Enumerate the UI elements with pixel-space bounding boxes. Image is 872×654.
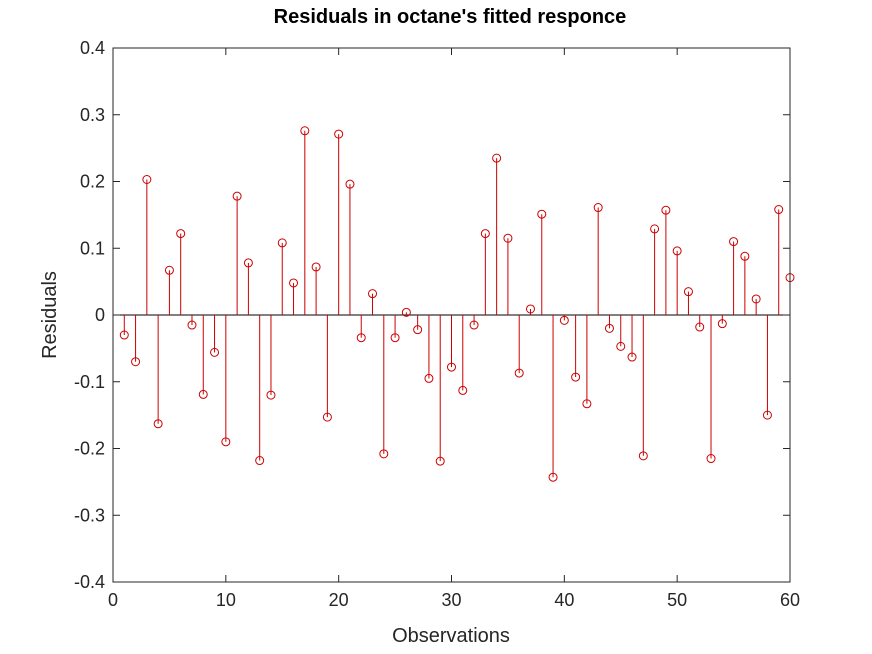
y-tick-label: 0.3 bbox=[80, 105, 105, 125]
stem-marker bbox=[503, 233, 513, 243]
stem-marker bbox=[289, 278, 299, 288]
stem-marker bbox=[604, 323, 614, 333]
stem-marker bbox=[311, 262, 321, 272]
y-tick-label: 0.1 bbox=[80, 238, 105, 258]
stem-marker bbox=[176, 229, 186, 239]
stem-marker bbox=[164, 265, 174, 275]
y-tick-label: 0.4 bbox=[80, 38, 105, 58]
chart-title: Residuals in octane's fitted responce bbox=[274, 6, 627, 28]
stem-marker bbox=[413, 325, 423, 335]
y-tick-label: -0.3 bbox=[74, 505, 105, 525]
stem-marker bbox=[638, 451, 648, 461]
y-tick-label: -0.4 bbox=[74, 572, 105, 592]
stem-marker bbox=[458, 385, 468, 395]
x-axis-label: Observations bbox=[392, 625, 510, 647]
stem-series bbox=[113, 126, 795, 482]
y-tick-label: -0.2 bbox=[74, 439, 105, 459]
stem-marker bbox=[277, 238, 287, 248]
stem-marker bbox=[559, 315, 569, 325]
stem-marker bbox=[345, 179, 355, 189]
stem-marker bbox=[131, 357, 141, 367]
stem-marker bbox=[142, 174, 152, 184]
stem-marker bbox=[751, 294, 761, 304]
stem-marker bbox=[198, 389, 208, 399]
stem-marker bbox=[356, 333, 366, 343]
stem-marker bbox=[717, 319, 727, 329]
stem-marker bbox=[322, 412, 332, 422]
stem-marker bbox=[492, 153, 502, 163]
stem-marker bbox=[683, 287, 693, 297]
stem-marker bbox=[729, 237, 739, 247]
y-axis-label: Residuals bbox=[39, 271, 61, 359]
stem-marker bbox=[672, 246, 682, 256]
stem-marker bbox=[435, 456, 445, 466]
stem-marker bbox=[582, 399, 592, 409]
y-tick-label: 0 bbox=[95, 305, 105, 325]
stem-marker bbox=[706, 454, 716, 464]
stem-marker bbox=[627, 352, 637, 362]
stem-marker bbox=[153, 419, 163, 429]
stem-marker bbox=[119, 330, 129, 340]
x-tick-label: 30 bbox=[441, 590, 461, 610]
stem-marker bbox=[571, 372, 581, 382]
stem-marker bbox=[447, 362, 456, 372]
stem-marker bbox=[187, 320, 197, 330]
stem-marker bbox=[650, 224, 660, 234]
stem-marker bbox=[300, 126, 310, 136]
stem-marker bbox=[255, 456, 265, 466]
stem-marker bbox=[593, 203, 603, 213]
stem-marker bbox=[514, 368, 524, 378]
stem-marker bbox=[401, 307, 411, 317]
stem-marker bbox=[548, 472, 558, 482]
y-tick-label: -0.1 bbox=[74, 372, 105, 392]
x-tick-label: 60 bbox=[780, 590, 800, 610]
x-tick-label: 50 bbox=[667, 590, 687, 610]
stem-marker bbox=[221, 437, 231, 447]
stem-marker bbox=[480, 229, 490, 239]
stem-marker bbox=[525, 304, 535, 314]
stem-marker bbox=[740, 251, 750, 261]
stem-marker bbox=[210, 347, 220, 357]
stem-marker bbox=[762, 410, 772, 420]
stem-marker bbox=[368, 289, 378, 299]
stem-marker bbox=[424, 373, 434, 383]
stem-marker bbox=[469, 320, 479, 330]
x-tick-label: 40 bbox=[554, 590, 574, 610]
stem-marker bbox=[661, 205, 671, 215]
stem-marker bbox=[379, 449, 389, 459]
x-tick-label: 10 bbox=[216, 590, 236, 610]
stem-marker bbox=[774, 205, 784, 215]
stem-marker bbox=[390, 333, 400, 343]
stem-marker bbox=[243, 258, 253, 268]
y-tick-label: 0.2 bbox=[80, 172, 105, 192]
stem-marker bbox=[266, 390, 276, 400]
axes: 0 10 20 30 40 50 60 -0.4 -0.3 -0.2 -0.1 0 0.1 0.2 0.3 0… bbox=[74, 38, 800, 610]
stem-marker bbox=[695, 322, 705, 332]
stem-marker bbox=[334, 129, 344, 139]
x-tick-label: 20 bbox=[329, 590, 349, 610]
stem-marker bbox=[232, 191, 242, 201]
x-tick-label: 0 bbox=[108, 590, 118, 610]
stem-marker bbox=[616, 341, 626, 351]
stem-marker bbox=[537, 209, 547, 219]
